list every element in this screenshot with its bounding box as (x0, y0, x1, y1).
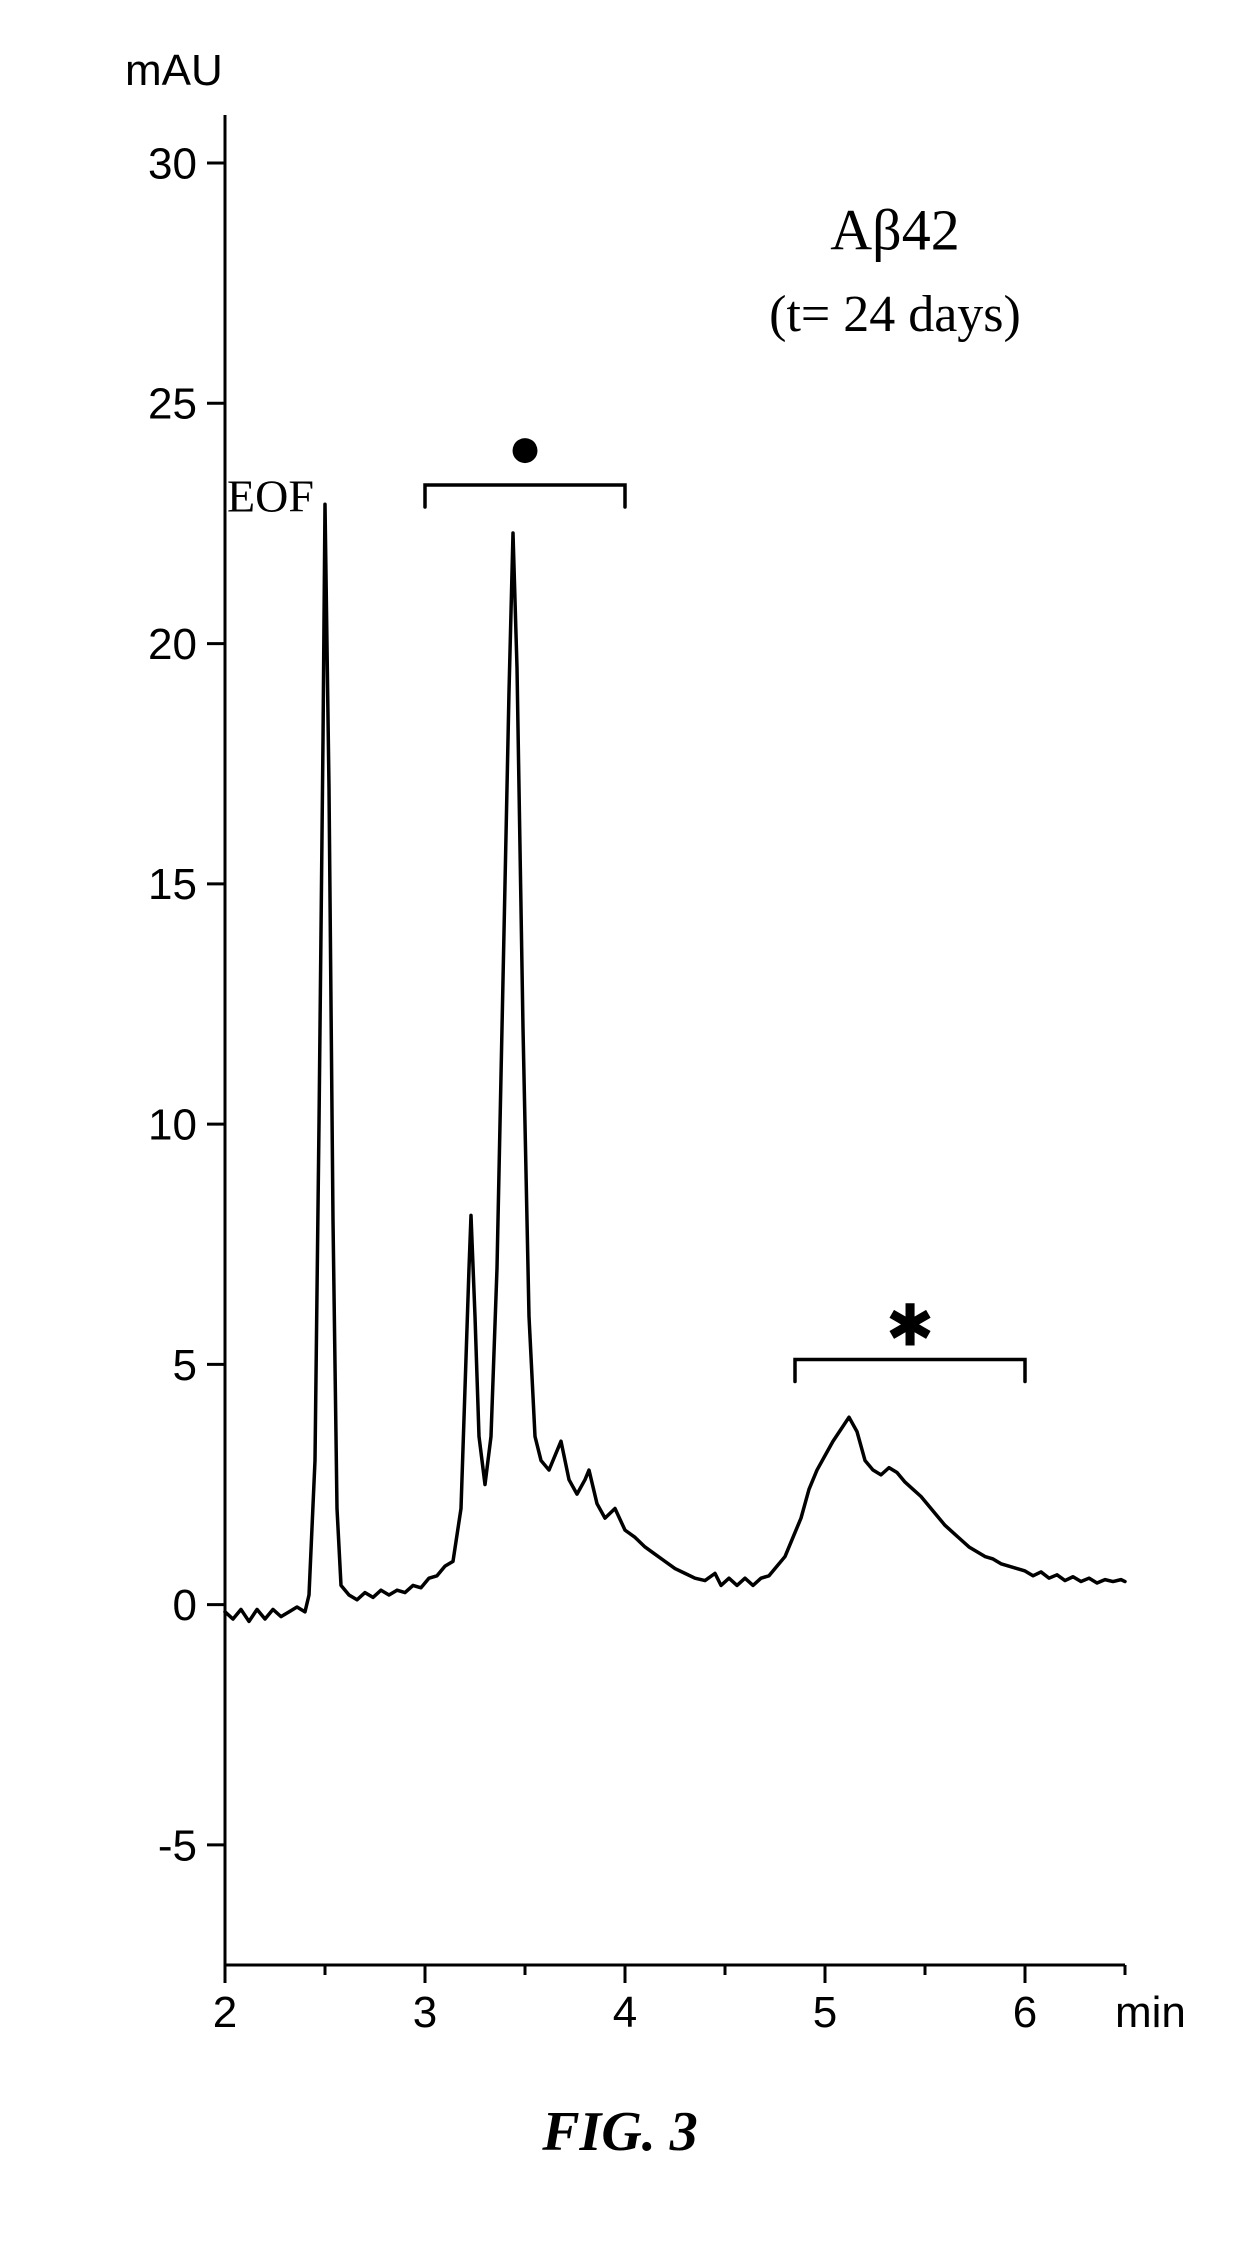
electropherogram-chart: -5 0 5 10 15 20 25 30 2 3 4 5 6 mAU min EOF ● ✱ Aβ42 (t= 24… (0, 0, 1240, 2251)
chart-title-line2: (t= 24 days) (769, 286, 1021, 343)
y-tick-label: -5 (158, 1821, 197, 1870)
y-tick-label: 25 (148, 380, 197, 429)
bracket-symbol: ● (507, 415, 542, 480)
y-tick-label: 0 (173, 1581, 197, 1630)
chart-title-line1: Aβ42 (830, 198, 959, 263)
x-tick-label: 4 (613, 1988, 637, 2037)
bracket-symbol: ✱ (886, 1294, 935, 1359)
x-axis-label: min (1115, 1988, 1186, 2037)
y-tick-label: 15 (148, 860, 197, 909)
x-tick-label: 2 (213, 1988, 237, 2037)
y-tick-label: 30 (148, 139, 197, 188)
y-tick-label: 20 (148, 620, 197, 669)
y-tick-label: 10 (148, 1100, 197, 1149)
eof-label: EOF (227, 470, 314, 521)
figure-caption: FIG. 3 (541, 2101, 698, 2163)
x-tick-label: 5 (813, 1988, 837, 2037)
y-axis-label: mAU (125, 46, 223, 95)
x-tick-label: 6 (1013, 1988, 1037, 2037)
x-tick-label: 3 (413, 1988, 437, 2037)
y-tick-label: 5 (173, 1341, 197, 1390)
